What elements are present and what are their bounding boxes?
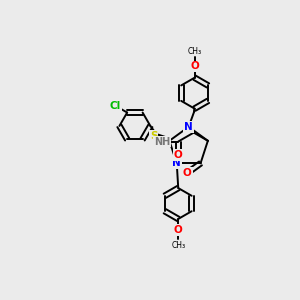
Text: O: O (190, 61, 199, 71)
Text: CH₃: CH₃ (171, 241, 185, 250)
Text: N: N (184, 122, 193, 132)
Text: O: O (183, 168, 192, 178)
Text: Cl: Cl (110, 101, 121, 111)
Text: O: O (174, 150, 183, 160)
Text: O: O (174, 225, 183, 235)
Text: NH: NH (154, 136, 170, 146)
Text: S: S (150, 131, 158, 141)
Text: CH₃: CH₃ (188, 47, 202, 56)
Text: N: N (172, 158, 181, 168)
